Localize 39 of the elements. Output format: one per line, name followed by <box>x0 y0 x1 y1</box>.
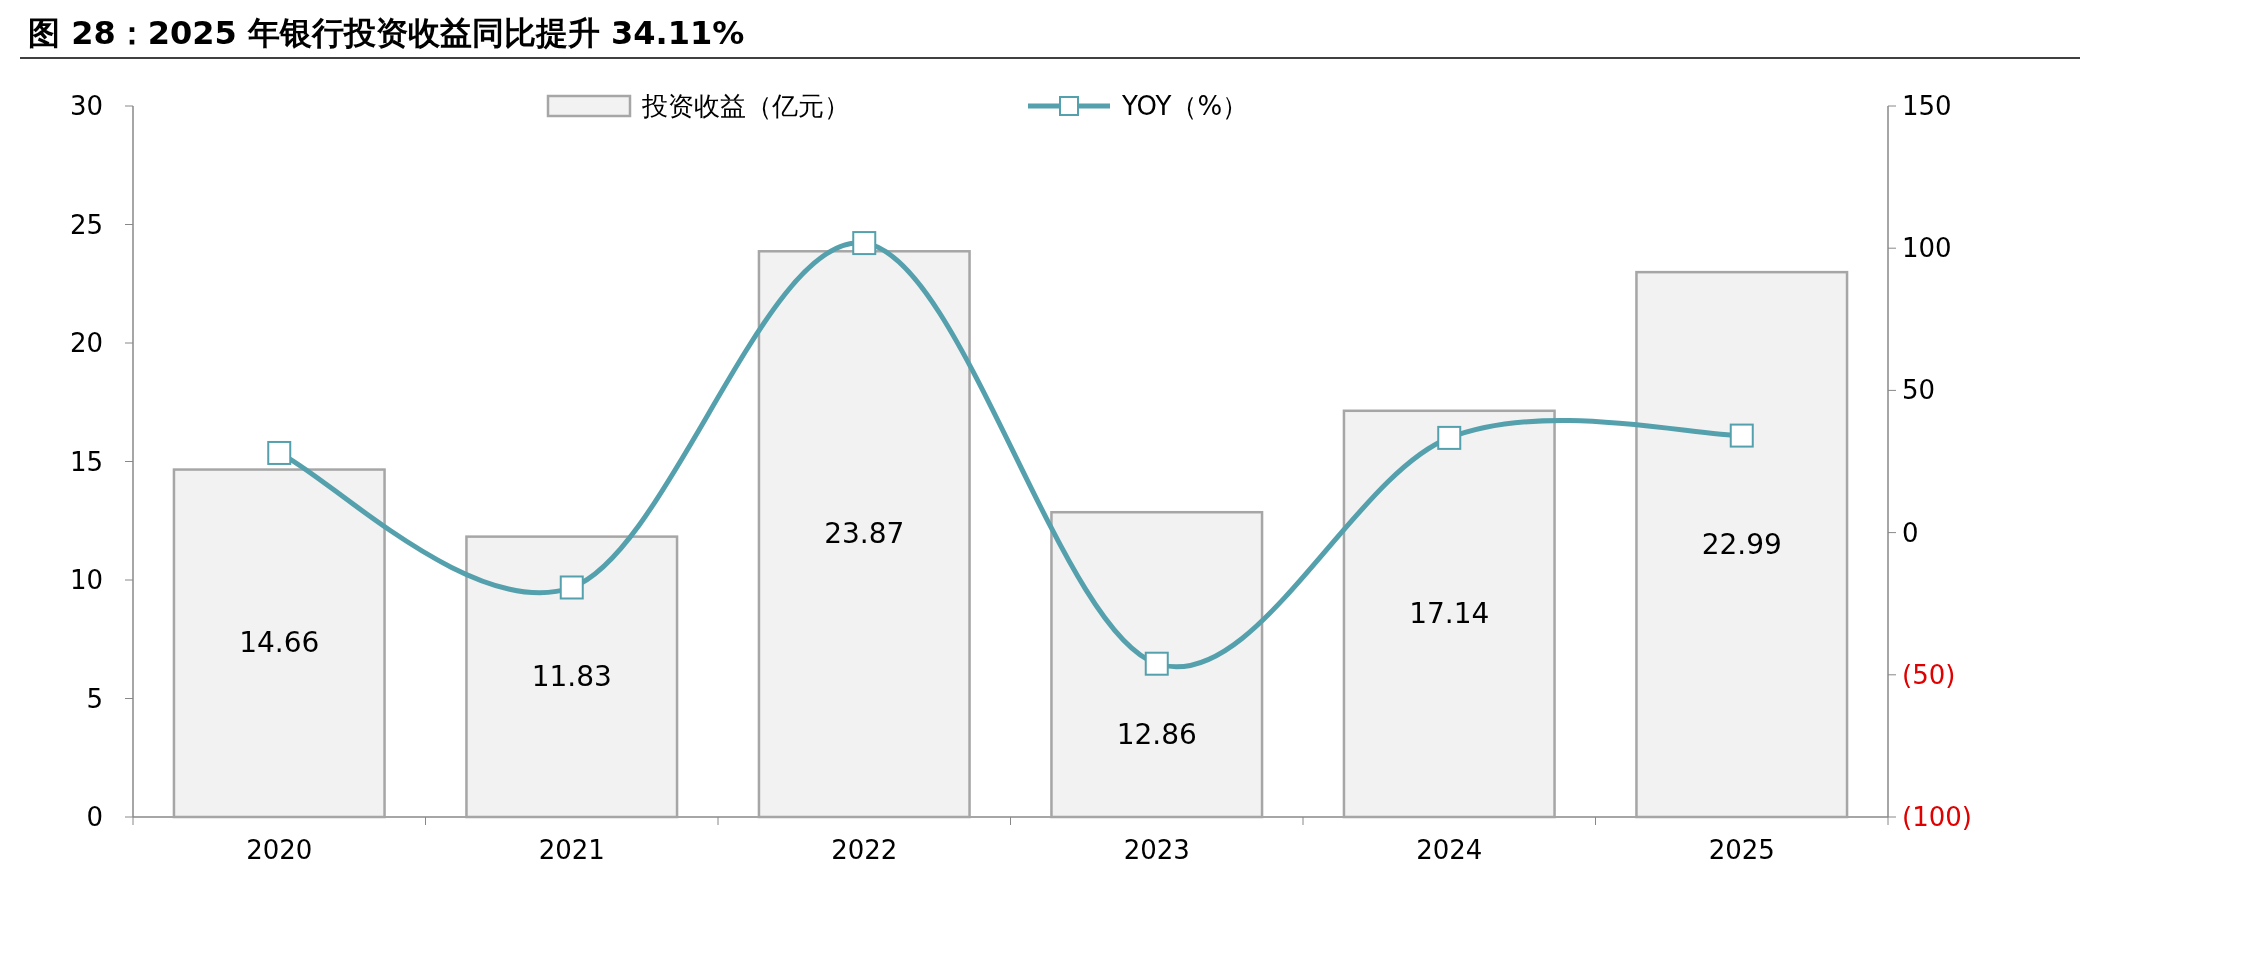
legend-label: 投资收益（亿元） <box>641 91 850 121</box>
y-tick-label: 15 <box>69 446 103 477</box>
data-label: 23.87 <box>824 517 905 551</box>
x-tick-label: 2020 <box>246 835 313 865</box>
bar <box>1342 409 1556 819</box>
point <box>1437 425 1462 450</box>
y-tick-label: 25 <box>69 209 103 240</box>
point <box>1729 423 1754 448</box>
y-tick-label: 0 <box>86 802 103 832</box>
y2-tick-label: (100) <box>1902 802 1972 832</box>
data-label: 12.86 <box>1116 717 1197 751</box>
y2-tick-label: 100 <box>1902 233 1952 264</box>
chart-title: 图 28：2025 年银行投资收益同比提升 34.11% <box>28 14 745 52</box>
y-tick-label: 5 <box>86 683 103 714</box>
bar <box>465 535 679 819</box>
x-tick-label: 2025 <box>1708 835 1775 865</box>
bar <box>172 468 386 819</box>
bar <box>757 250 971 819</box>
data-label: 11.83 <box>531 659 612 693</box>
y2-tick-label: 0 <box>1902 517 1919 548</box>
x-tick-label: 2022 <box>831 835 898 865</box>
bar <box>1050 510 1264 819</box>
data-label: 14.66 <box>239 626 320 660</box>
legend-label: YOY（%） <box>1121 91 1249 121</box>
y-tick-label: 20 <box>69 328 103 358</box>
y2-tick-label: 150 <box>1902 91 1952 121</box>
y-tick-label: 30 <box>69 91 103 121</box>
y2-tick-label: (50) <box>1902 659 1956 690</box>
point <box>559 575 584 600</box>
point <box>852 231 877 256</box>
y-tick-label: 10 <box>69 565 103 595</box>
y2-tick-label: 50 <box>1902 375 1936 406</box>
bar <box>1635 270 1849 819</box>
x-tick-label: 2024 <box>1416 835 1483 865</box>
data-label: 17.14 <box>1409 596 1490 630</box>
data-label: 22.99 <box>1701 527 1782 561</box>
x-tick-label: 2023 <box>1123 835 1190 865</box>
x-tick-label: 2021 <box>538 835 605 865</box>
point <box>1144 651 1169 676</box>
